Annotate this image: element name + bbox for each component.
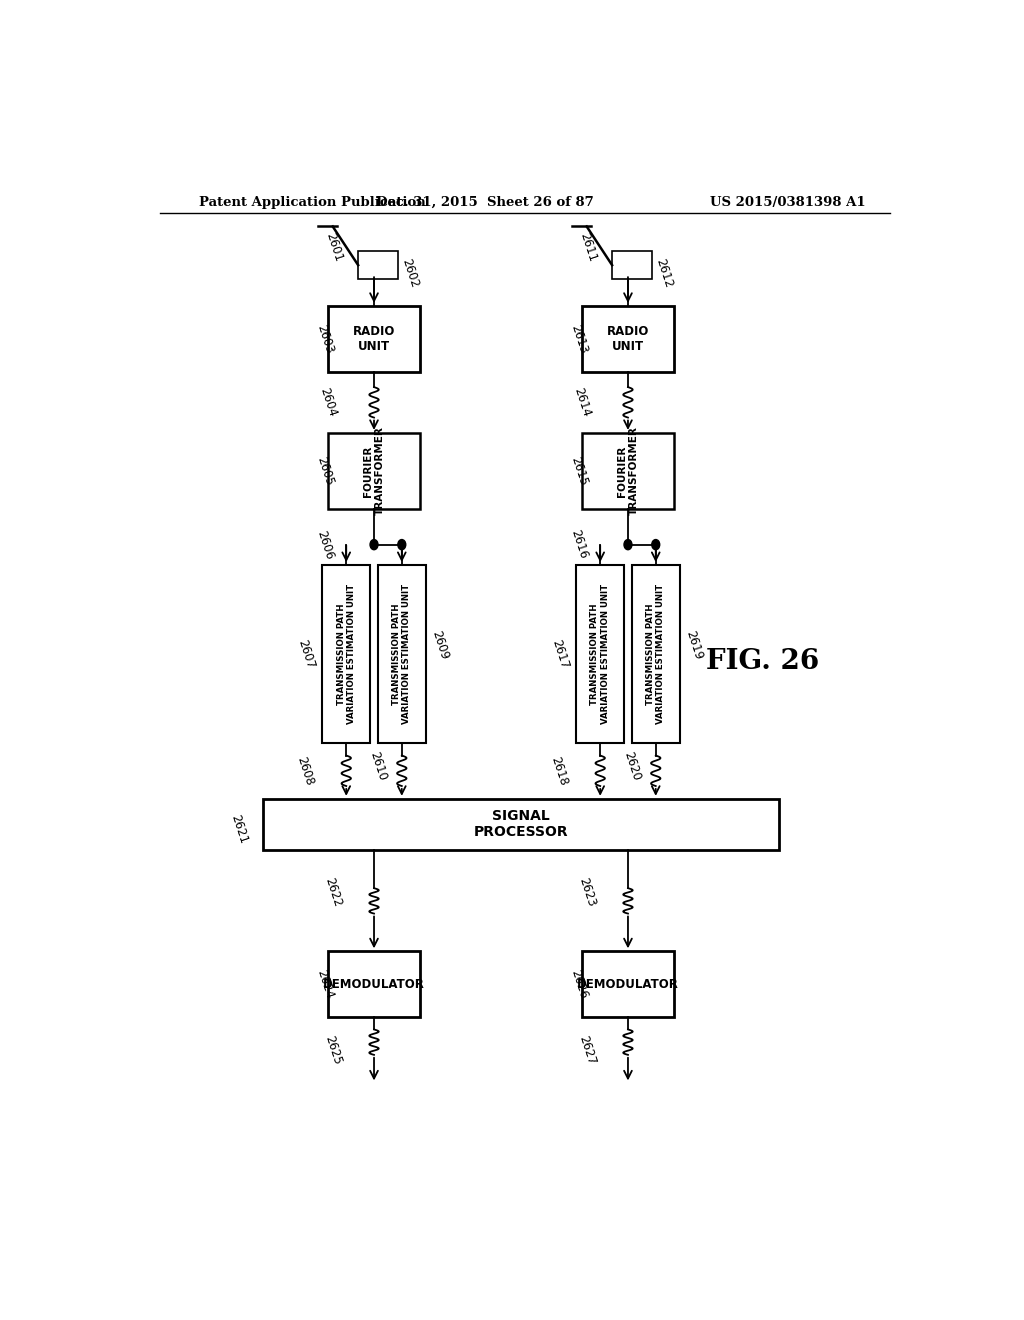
Text: 2611: 2611 [578, 231, 599, 263]
Circle shape [624, 540, 632, 549]
Text: 2608: 2608 [294, 755, 315, 787]
Text: 2607: 2607 [296, 638, 317, 671]
Bar [583, 952, 674, 1018]
Circle shape [652, 540, 659, 549]
Text: 2612: 2612 [653, 257, 675, 289]
Bar [612, 251, 652, 280]
Text: TRANSMISSION PATH
VARIATION ESTIMATION UNIT: TRANSMISSION PATH VARIATION ESTIMATION U… [646, 583, 666, 723]
Text: 2610: 2610 [368, 750, 389, 781]
Text: US 2015/0381398 A1: US 2015/0381398 A1 [711, 195, 866, 209]
Text: TRANSMISSION PATH
VARIATION ESTIMATION UNIT: TRANSMISSION PATH VARIATION ESTIMATION U… [337, 583, 356, 723]
Text: 2626: 2626 [568, 968, 590, 1001]
Text: Dec. 31, 2015  Sheet 26 of 87: Dec. 31, 2015 Sheet 26 of 87 [376, 195, 594, 209]
Text: 2616: 2616 [568, 528, 590, 561]
Text: 2625: 2625 [322, 1034, 343, 1067]
Text: 2605: 2605 [314, 455, 336, 487]
Text: 2620: 2620 [622, 750, 643, 781]
Text: 2623: 2623 [575, 876, 597, 908]
Text: FOURIER
TRANSFORMER: FOURIER TRANSFORMER [364, 426, 385, 515]
Text: DEMODULATOR: DEMODULATOR [324, 978, 425, 991]
Text: 2627: 2627 [575, 1034, 598, 1067]
Text: 2621: 2621 [228, 813, 250, 846]
Text: 2622: 2622 [322, 876, 344, 908]
Text: FOURIER
TRANSFORMER: FOURIER TRANSFORMER [617, 426, 639, 515]
Text: 2615: 2615 [568, 454, 590, 487]
Text: 2602: 2602 [399, 257, 421, 289]
Text: 2613: 2613 [568, 322, 590, 355]
Text: SIGNAL
PROCESSOR: SIGNAL PROCESSOR [473, 809, 568, 840]
Text: 2604: 2604 [317, 387, 339, 418]
Text: 2603: 2603 [314, 322, 336, 355]
Circle shape [397, 540, 406, 549]
Bar [329, 433, 420, 510]
Bar [577, 565, 624, 743]
Text: Patent Application Publication: Patent Application Publication [200, 195, 426, 209]
Bar [632, 565, 680, 743]
Bar [358, 251, 397, 280]
Bar [329, 952, 420, 1018]
Text: DEMODULATOR: DEMODULATOR [578, 978, 679, 991]
Text: 2606: 2606 [314, 528, 336, 561]
Text: 2624: 2624 [314, 968, 336, 1001]
Bar [378, 565, 426, 743]
Text: TRANSMISSION PATH
VARIATION ESTIMATION UNIT: TRANSMISSION PATH VARIATION ESTIMATION U… [591, 583, 610, 723]
Bar [263, 799, 778, 850]
Text: 2601: 2601 [324, 231, 345, 263]
Text: 2618: 2618 [548, 755, 569, 787]
Text: RADIO
UNIT: RADIO UNIT [353, 325, 395, 352]
Text: 2619: 2619 [683, 628, 705, 661]
Text: TRANSMISSION PATH
VARIATION ESTIMATION UNIT: TRANSMISSION PATH VARIATION ESTIMATION U… [392, 583, 412, 723]
Text: FIG. 26: FIG. 26 [707, 648, 819, 675]
Text: 2614: 2614 [571, 385, 593, 418]
Bar [583, 306, 674, 372]
Bar [583, 433, 674, 510]
Text: 2609: 2609 [429, 628, 451, 661]
Text: 2617: 2617 [550, 638, 571, 671]
Text: RADIO
UNIT: RADIO UNIT [607, 325, 649, 352]
Bar [329, 306, 420, 372]
Bar [323, 565, 370, 743]
Circle shape [370, 540, 378, 549]
